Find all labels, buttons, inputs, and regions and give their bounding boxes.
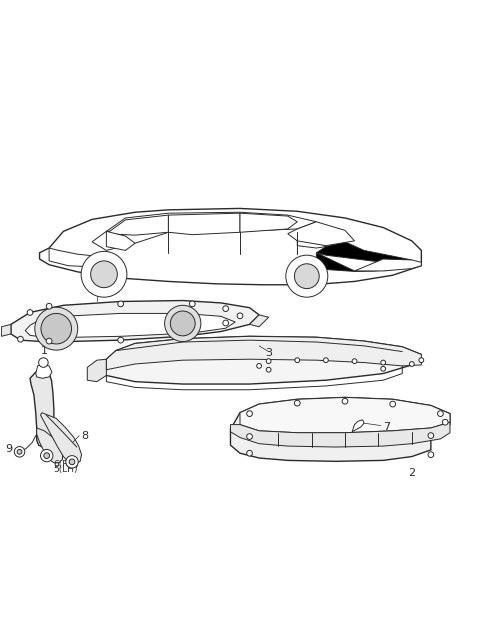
Circle shape — [295, 358, 300, 363]
Polygon shape — [355, 259, 421, 271]
Circle shape — [428, 433, 434, 439]
Polygon shape — [352, 420, 364, 431]
FancyBboxPatch shape — [211, 362, 250, 371]
Circle shape — [438, 411, 444, 417]
Circle shape — [170, 311, 195, 336]
Text: 5(LH): 5(LH) — [54, 465, 78, 474]
Polygon shape — [316, 253, 393, 271]
Circle shape — [352, 359, 357, 363]
Text: 3: 3 — [265, 348, 272, 358]
FancyBboxPatch shape — [90, 325, 116, 334]
Circle shape — [14, 446, 25, 457]
Polygon shape — [25, 314, 235, 337]
Polygon shape — [250, 315, 269, 327]
Circle shape — [443, 419, 448, 425]
Circle shape — [38, 358, 48, 367]
FancyBboxPatch shape — [316, 435, 345, 445]
Polygon shape — [36, 428, 62, 463]
Circle shape — [223, 306, 228, 312]
Polygon shape — [1, 325, 11, 336]
Circle shape — [247, 411, 252, 417]
Circle shape — [247, 433, 252, 439]
Circle shape — [294, 401, 300, 406]
Circle shape — [266, 359, 271, 363]
Circle shape — [390, 401, 396, 407]
Circle shape — [342, 399, 348, 404]
Polygon shape — [40, 413, 82, 464]
Polygon shape — [107, 213, 316, 232]
Polygon shape — [168, 213, 240, 234]
FancyBboxPatch shape — [144, 362, 192, 371]
Circle shape — [46, 303, 52, 309]
Circle shape — [35, 307, 78, 350]
Polygon shape — [316, 242, 412, 271]
Text: 1: 1 — [41, 346, 48, 356]
Circle shape — [381, 366, 385, 371]
Circle shape — [118, 301, 123, 307]
Polygon shape — [97, 336, 421, 384]
Polygon shape — [92, 231, 168, 251]
Circle shape — [294, 264, 319, 289]
Circle shape — [66, 455, 78, 468]
Circle shape — [17, 450, 22, 454]
Circle shape — [46, 338, 52, 344]
Text: 7: 7 — [383, 422, 390, 432]
Text: 8: 8 — [82, 431, 89, 440]
Circle shape — [190, 301, 195, 307]
Polygon shape — [107, 336, 421, 370]
Circle shape — [428, 452, 434, 457]
Text: 6(RH): 6(RH) — [53, 460, 79, 468]
Circle shape — [266, 367, 271, 372]
Circle shape — [18, 336, 24, 342]
Circle shape — [257, 363, 262, 368]
Circle shape — [81, 251, 127, 297]
Polygon shape — [107, 215, 168, 235]
Polygon shape — [39, 209, 421, 285]
Circle shape — [27, 310, 33, 316]
Polygon shape — [11, 301, 259, 342]
Circle shape — [324, 358, 328, 363]
Circle shape — [91, 261, 117, 288]
Polygon shape — [288, 222, 355, 245]
Polygon shape — [297, 229, 326, 248]
Polygon shape — [49, 248, 107, 267]
Circle shape — [44, 453, 49, 459]
Circle shape — [40, 450, 53, 462]
Polygon shape — [230, 422, 450, 447]
Text: 4: 4 — [93, 286, 100, 296]
Polygon shape — [107, 231, 135, 251]
Circle shape — [247, 450, 252, 456]
Circle shape — [286, 255, 328, 297]
Polygon shape — [87, 359, 107, 382]
Polygon shape — [36, 364, 52, 378]
Polygon shape — [30, 371, 54, 447]
Polygon shape — [240, 213, 297, 232]
FancyBboxPatch shape — [90, 314, 116, 323]
Circle shape — [165, 305, 201, 341]
Circle shape — [381, 360, 385, 365]
Circle shape — [419, 358, 424, 363]
Polygon shape — [230, 397, 450, 461]
Circle shape — [237, 313, 243, 319]
Text: 2: 2 — [408, 468, 415, 478]
Circle shape — [118, 337, 123, 343]
Circle shape — [223, 320, 228, 326]
Text: 9: 9 — [5, 444, 12, 455]
Circle shape — [69, 459, 75, 465]
Circle shape — [409, 362, 414, 366]
Circle shape — [41, 314, 72, 344]
Polygon shape — [240, 397, 450, 433]
FancyBboxPatch shape — [269, 435, 307, 445]
